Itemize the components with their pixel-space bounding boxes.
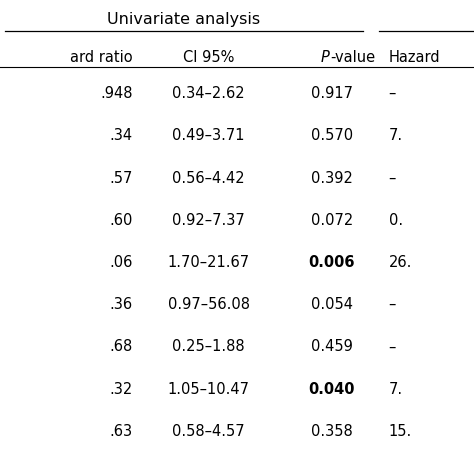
Text: –: – [389,86,396,101]
Text: 0.459: 0.459 [311,339,353,355]
Text: –: – [389,171,396,186]
Text: 0.392: 0.392 [311,171,353,186]
Text: 26.: 26. [389,255,412,270]
Text: –: – [389,297,396,312]
Text: 0.25–1.88: 0.25–1.88 [172,339,245,355]
Text: .34: .34 [109,128,133,144]
Text: .06: .06 [109,255,133,270]
Text: ard ratio: ard ratio [70,50,133,65]
Text: 0.054: 0.054 [311,297,353,312]
Text: 7.: 7. [389,382,403,397]
Text: –: – [389,339,396,355]
Text: 1.05–10.47: 1.05–10.47 [168,382,249,397]
Text: 0.570: 0.570 [311,128,353,144]
Text: .57: .57 [109,171,133,186]
Text: Univariate analysis: Univariate analysis [107,12,260,27]
Text: -value: -value [330,50,375,65]
Text: 7.: 7. [389,128,403,144]
Text: Hazard: Hazard [389,50,440,65]
Text: .60: .60 [109,213,133,228]
Text: 0.040: 0.040 [309,382,355,397]
Text: CI 95%: CI 95% [183,50,234,65]
Text: .68: .68 [109,339,133,355]
Text: 0.56–4.42: 0.56–4.42 [172,171,245,186]
Text: P: P [320,50,329,65]
Text: 0.006: 0.006 [309,255,355,270]
Text: 0.: 0. [389,213,403,228]
Text: 1.70–21.67: 1.70–21.67 [167,255,250,270]
Text: 0.917: 0.917 [311,86,353,101]
Text: 0.97–56.08: 0.97–56.08 [168,297,249,312]
Text: .36: .36 [109,297,133,312]
Text: 0.358: 0.358 [311,424,353,439]
Text: 0.34–2.62: 0.34–2.62 [172,86,245,101]
Text: 0.58–4.57: 0.58–4.57 [172,424,245,439]
Text: .32: .32 [109,382,133,397]
Text: 0.072: 0.072 [310,213,353,228]
Text: 0.92–7.37: 0.92–7.37 [172,213,245,228]
Text: 15.: 15. [389,424,412,439]
Text: .63: .63 [109,424,133,439]
Text: .948: .948 [100,86,133,101]
Text: 0.49–3.71: 0.49–3.71 [173,128,245,144]
